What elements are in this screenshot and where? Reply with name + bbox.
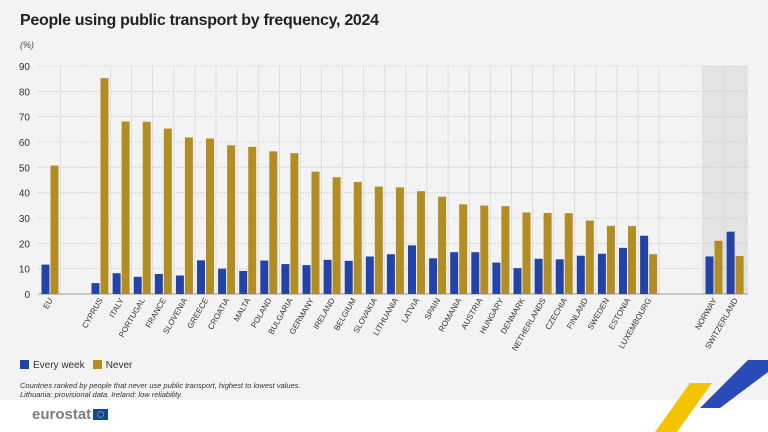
bar-every-week-italy — [112, 273, 121, 294]
bar-never-czechia — [564, 213, 573, 294]
bar-every-week-latvia — [408, 245, 417, 294]
bar-every-week-germany — [302, 265, 311, 294]
bar-every-week-hungary — [492, 262, 501, 294]
legend-label: Every week — [33, 360, 85, 371]
x-tick-label: MALTA — [232, 296, 253, 323]
legend: Every week Never — [20, 360, 132, 371]
x-tick-label: SPAIN — [423, 296, 443, 321]
bar-every-week-switzerland — [726, 231, 735, 294]
chart-title: People using public transport by frequen… — [20, 12, 379, 29]
x-tick-label: CYPRUS — [80, 297, 104, 330]
y-tick-label: 10 — [19, 265, 31, 276]
bar-every-week-croatia — [218, 268, 227, 294]
bar-never-germany — [311, 171, 320, 294]
y-tick-label: 80 — [19, 87, 31, 98]
bar-never-italy — [121, 121, 130, 294]
footnote-line: Lithuania: provisional data. Ireland: lo… — [20, 390, 183, 399]
legend-item-every-week: Every week — [20, 360, 85, 371]
eu-flag-icon — [93, 409, 109, 420]
bar-never-poland — [269, 151, 278, 294]
bar-every-week-portugal — [133, 276, 142, 294]
x-tick-label: ITALY — [108, 296, 127, 319]
bar-never-lithuania — [395, 187, 404, 294]
bar-never-cyprus — [100, 78, 109, 294]
legend-item-never: Never — [92, 360, 133, 371]
bar-never-austria — [480, 205, 489, 294]
y-tick-label: 50 — [19, 163, 31, 174]
bar-never-france — [163, 128, 172, 294]
bar-never-denmark — [522, 212, 531, 294]
bar-never-ireland — [332, 177, 341, 294]
y-tick-label: 70 — [19, 113, 31, 124]
eurostat-logo: eurostat — [32, 406, 109, 423]
y-tick-label: 20 — [19, 239, 31, 250]
bar-never-switzerland — [735, 256, 744, 294]
bar-never-eu — [50, 165, 59, 294]
y-tick-label: 90 — [19, 62, 31, 73]
bar-every-week-spain — [429, 258, 438, 294]
bar-every-week-finland — [576, 255, 585, 294]
bar-every-week-norway — [705, 256, 714, 294]
y-tick-label: 0 — [24, 290, 30, 301]
y-tick-label: 40 — [19, 189, 31, 200]
bar-never-luxembourg — [649, 254, 658, 294]
bar-every-week-bulgaria — [281, 264, 290, 294]
bar-every-week-luxembourg — [640, 235, 649, 294]
bar-never-spain — [438, 196, 447, 294]
footnote: Countries ranked by people that never us… — [20, 381, 301, 399]
bar-every-week-france — [154, 273, 163, 294]
legend-swatch — [20, 360, 29, 369]
bar-never-hungary — [501, 206, 510, 294]
bar-never-portugal — [142, 121, 151, 294]
bar-every-week-czechia — [555, 259, 564, 294]
y-tick-label: 30 — [19, 214, 31, 225]
bar-never-croatia — [227, 145, 236, 294]
bar-every-week-greece — [197, 260, 206, 294]
legend-label: Never — [105, 360, 133, 371]
x-tick-label: EU — [41, 296, 54, 310]
bar-every-week-netherlands — [534, 258, 543, 294]
bar-every-week-slovakia — [365, 256, 374, 294]
bar-never-estonia — [628, 226, 637, 294]
bar-every-week-austria — [471, 252, 480, 294]
y-axis-unit: (%) — [20, 40, 34, 50]
bar-every-week-slovenia — [175, 275, 184, 294]
legend-swatch — [92, 360, 102, 369]
bar-every-week-denmark — [513, 268, 522, 294]
bar-every-week-lithuania — [386, 254, 395, 294]
bar-never-greece — [206, 138, 215, 294]
bar-every-week-sweden — [597, 253, 606, 294]
bar-every-week-ireland — [323, 259, 332, 294]
bar-every-week-belgium — [344, 260, 353, 294]
bar-never-belgium — [353, 182, 362, 294]
bar-every-week-eu — [41, 264, 50, 294]
bar-every-week-malta — [239, 270, 248, 294]
footnote-line: Countries ranked by people that never us… — [20, 381, 301, 390]
bar-every-week-romania — [450, 252, 459, 294]
y-tick-label: 60 — [19, 138, 31, 149]
x-tick-label: LATVIA — [400, 296, 422, 324]
bar-never-slovenia — [184, 137, 193, 294]
logo-text: eurostat — [32, 406, 92, 423]
bar-every-week-estonia — [619, 247, 628, 294]
bar-every-week-cyprus — [91, 283, 100, 294]
bar-never-sweden — [606, 225, 615, 294]
bar-never-bulgaria — [290, 153, 299, 294]
bar-never-malta — [248, 146, 257, 294]
bar-never-latvia — [417, 191, 426, 294]
bar-every-week-poland — [260, 260, 269, 294]
bar-never-slovakia — [374, 186, 383, 294]
bar-never-netherlands — [543, 212, 552, 294]
bar-never-romania — [459, 204, 468, 294]
bar-never-norway — [714, 240, 723, 294]
bar-never-finland — [585, 220, 594, 294]
